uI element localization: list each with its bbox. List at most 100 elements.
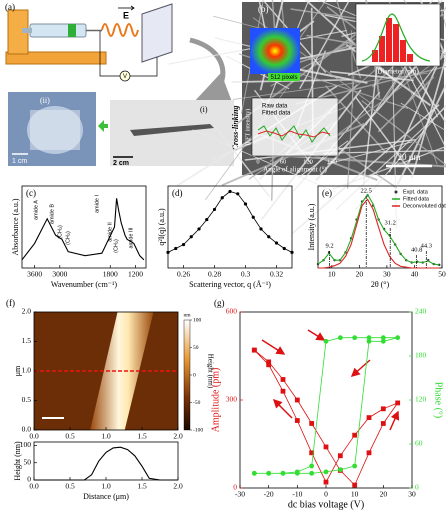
hist-bar: [393, 24, 399, 62]
annotation: (CH₂): [57, 225, 63, 239]
x-tick-label: 0.0: [29, 482, 39, 491]
x-tick-label: 0.5: [65, 432, 75, 441]
marker: [280, 388, 286, 394]
marker: [352, 432, 358, 438]
marker: [282, 246, 286, 251]
marker: [309, 470, 315, 476]
fiber: [192, 129, 337, 193]
angle-xlabel: Angle of alignment (°): [263, 166, 327, 174]
fiber: [362, 64, 378, 186]
arrow: [389, 410, 400, 431]
marker: [380, 338, 386, 344]
x-axis-label: dc bias voltage (V): [288, 499, 364, 510]
fiber: [336, 52, 446, 136]
data-line: [317, 193, 440, 266]
fiber: [377, 76, 435, 133]
marker: [266, 362, 272, 368]
marker: [259, 227, 263, 231]
angle-tick: 60: [280, 158, 287, 165]
y-axis-label: Amplitude (pm): [210, 368, 221, 433]
process-label: Cross-linking: [231, 106, 240, 151]
fiber: [299, 0, 351, 90]
histogram-xlabel: Diameter (nm): [377, 68, 419, 76]
x-tick-label: 0: [324, 490, 328, 499]
colorbar-label: Height (nm): [206, 354, 214, 389]
angle-ylabel: (FFT intensity): [244, 109, 251, 145]
y-tick-label: 0.5: [22, 395, 32, 404]
y-tick-label: 180: [415, 351, 427, 360]
histogram-fit: [361, 13, 431, 62]
legend-entry: Fitted data: [262, 111, 291, 117]
fiber: [332, 145, 446, 190]
angle-tick: 0: [256, 158, 259, 165]
y-tick-label: 100: [20, 440, 32, 449]
marker: [323, 479, 329, 485]
marker: [228, 189, 232, 194]
angle-tick: 120: [303, 158, 313, 165]
y-tick-label: 60: [415, 439, 423, 448]
marker: [352, 463, 358, 469]
x-tick-label: -10: [292, 490, 302, 499]
x-tick-label: 0.28: [208, 270, 221, 279]
x-tick-label: 3600: [27, 270, 42, 279]
x-tick-label: 30: [408, 490, 416, 499]
annotation: amide A: [33, 200, 39, 220]
fiber: [298, 140, 349, 178]
x-axis-label: Distance (μm): [83, 492, 129, 501]
base: [5, 51, 107, 65]
marker: [323, 444, 329, 450]
x-axis-label: Wavenumber (cm⁻¹): [51, 280, 118, 289]
y-axis-label: μm: [13, 365, 22, 376]
marker: [294, 418, 300, 423]
fiber: [292, 104, 440, 234]
y-axis-label: Absorbance (a.u.): [11, 198, 20, 255]
marker: [189, 235, 193, 239]
photo-i-sample: [130, 124, 214, 136]
x-tick-label: 0.26: [177, 270, 190, 279]
fiber: [355, 96, 414, 175]
annotation: amide I: [94, 195, 100, 214]
field-label: E: [123, 10, 129, 20]
data-line: [21, 198, 145, 261]
syringe: [29, 23, 87, 38]
photo-ii-film: [30, 110, 80, 150]
marker: [280, 470, 286, 476]
panel-a: E V (a) (ii) 1 cm (i) 2 cm Cross-linking: [5, 2, 240, 167]
colorbar: [183, 319, 191, 431]
peak-label: 40.8: [411, 246, 422, 253]
marker: [243, 202, 248, 206]
marker: [395, 335, 401, 341]
marker: [323, 338, 329, 344]
x-tick-label: 0.5: [65, 482, 75, 491]
y-tick-label: 300: [226, 395, 238, 404]
annotation: (CH₂): [113, 239, 119, 253]
scale-label: 1 cm: [12, 158, 27, 165]
y-tick-label: 120: [415, 395, 427, 404]
fiber: [323, 149, 446, 154]
marker: [236, 192, 240, 196]
marker: [280, 377, 286, 382]
y-tick-label: 240: [415, 307, 427, 316]
x-tick-label: 1.5: [137, 482, 147, 491]
marker: [366, 335, 372, 341]
x-tick-label: 50: [438, 270, 446, 279]
data-line: [254, 337, 398, 474]
y-tick-label: 0.0: [22, 425, 32, 434]
fiber: [361, 100, 446, 166]
y-axis-label: Intensity (a.u.): [307, 203, 316, 250]
peak-label: 22.5: [361, 187, 372, 194]
marker: [337, 453, 343, 459]
data-line: [167, 191, 293, 253]
hist-bar: [372, 50, 378, 62]
colorbar-tick-label: -100: [193, 427, 203, 433]
annotation: amide B: [49, 204, 55, 225]
y-tick-label: 0: [27, 475, 31, 484]
marker: [290, 250, 294, 254]
data-line: [254, 349, 399, 486]
photo-label: (ii): [40, 96, 50, 105]
hist-bar: [400, 40, 406, 62]
panel-b-insets: (b) 512 pixels Diameter (nm) Raw data Fi…: [244, 3, 441, 174]
marker: [205, 217, 209, 222]
peak-label: 44.3: [421, 242, 432, 249]
panel-label: (c): [26, 188, 36, 198]
